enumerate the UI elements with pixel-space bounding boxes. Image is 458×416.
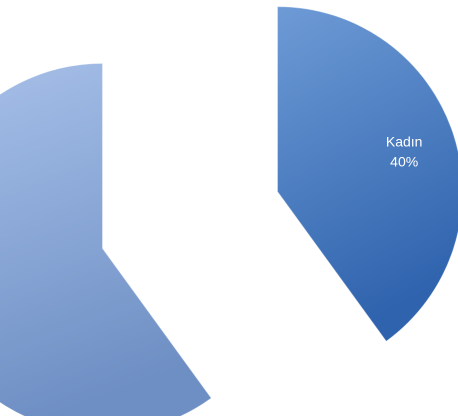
pie-slice-0 <box>276 6 458 342</box>
slice-percent-0: 40% <box>390 153 418 169</box>
pie-slice-1 <box>0 62 212 416</box>
slice-label-0: Kadın <box>386 133 423 149</box>
